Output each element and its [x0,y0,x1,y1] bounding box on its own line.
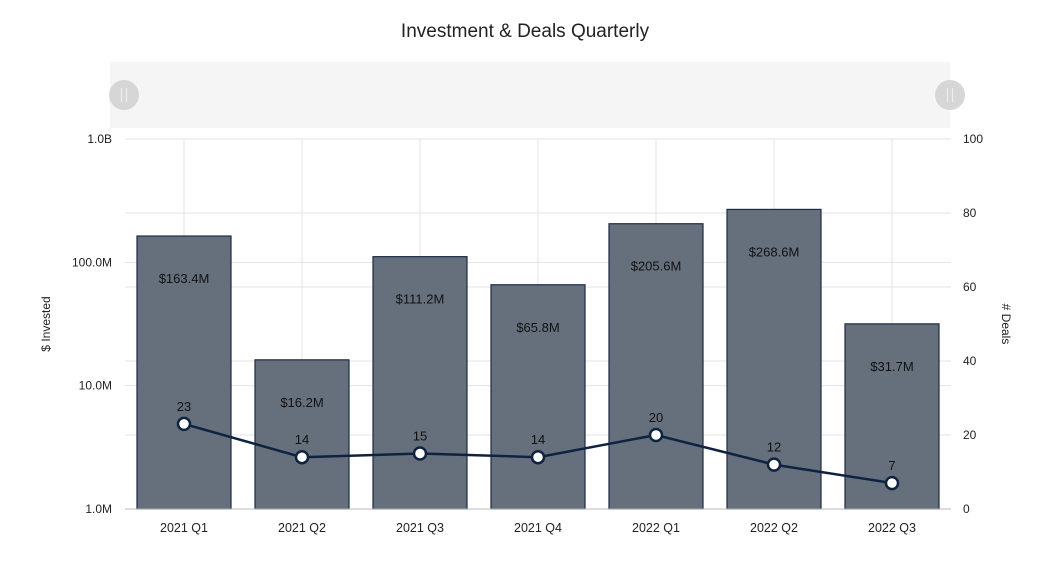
y-left-tick-label: 1.0B [87,132,112,146]
chart-title: Investment & Deals Quarterly [401,21,650,42]
y-left-tick-label: 10.0M [79,379,112,393]
deals-point [648,427,664,443]
y-right-axis-label: # Deals [999,304,1013,345]
bar-value-label: $205.6M [631,259,682,274]
zoom-slider[interactable] [109,62,965,128]
deals-value-label: 12 [767,440,781,455]
bars: $163.4M $16.2M $111.2M $65.8M $205.6M $268.6M… [136,208,940,510]
x-tick-label: 2021 Q4 [514,521,562,535]
bar-value-label: $16.2M [280,395,323,410]
bar [490,284,586,510]
x-tick-label: 2021 Q1 [160,521,208,535]
deals-point [412,446,428,461]
deals-value-label: 7 [888,458,895,473]
bar-value-label: $111.2M [396,292,445,307]
deals-line: 23 14 15 14 20 12 7 [176,399,900,491]
x-tick-label: 2022 Q2 [750,521,798,535]
bar-value-label: $163.4M [159,271,210,286]
y-right-tick-label: 100 [963,132,983,146]
y-right-tick-label: 0 [963,502,970,516]
x-tick-label: 2021 Q2 [278,521,326,535]
y-right-tick-label: 60 [963,280,977,294]
zoom-handle-right[interactable] [935,80,965,110]
x-tick-label: 2022 Q3 [868,521,916,535]
axes: 1.0M 10.0M 100.0M 1.0B 0 20 40 60 80 100 2021 Q1 20… [72,132,983,535]
deals-point [884,475,900,491]
y-left-tick-label: 1.0M [85,502,112,516]
deals-value-label: 14 [295,432,309,447]
deals-point [530,449,546,465]
x-tick-label: 2021 Q3 [396,521,444,535]
deals-value-label: 23 [177,399,191,414]
y-right-tick-label: 20 [963,428,977,442]
deals-value-label: 14 [531,432,545,447]
deals-point [766,457,782,472]
bar [136,235,232,510]
deals-value-label: 20 [649,410,663,425]
bar [608,223,704,510]
zoom-handle-left[interactable] [109,80,139,110]
x-tick-label: 2022 Q1 [632,521,680,535]
deals-point [176,416,192,432]
y-right-tick-label: 40 [963,354,977,368]
deals-point [294,449,310,465]
deals-value-label: 15 [413,429,427,444]
bar-value-label: $268.6M [749,244,800,259]
bar [372,256,468,510]
bar [254,359,350,510]
bar-value-label: $31.7M [870,359,913,374]
y-left-axis-label: $ Invested [39,296,53,351]
y-left-tick-label: 100.0M [72,255,112,269]
zoom-slider-track[interactable] [110,62,950,128]
bar-value-label: $65.8M [516,320,559,335]
y-right-tick-label: 80 [963,206,977,220]
